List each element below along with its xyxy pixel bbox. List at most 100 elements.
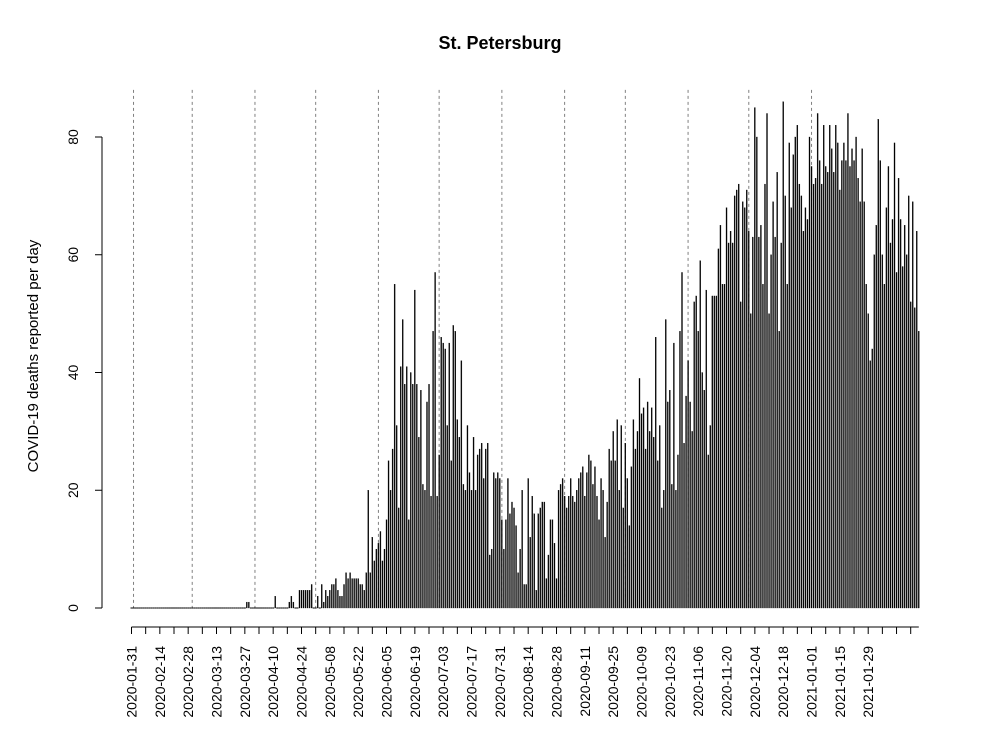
grid-lines [133, 89, 813, 608]
bar [786, 284, 788, 609]
bar [333, 584, 335, 609]
bar [792, 154, 794, 609]
bar [385, 519, 388, 609]
bar [523, 584, 525, 609]
bar [687, 360, 689, 609]
bar [335, 578, 337, 609]
bar [381, 560, 384, 609]
y-tick-label: 20 [65, 482, 81, 498]
bar [869, 360, 871, 609]
bar [438, 454, 440, 609]
bar [519, 548, 521, 609]
bar [659, 425, 661, 609]
y-tick-label: 80 [65, 129, 81, 145]
bar [857, 178, 859, 609]
bar [665, 319, 667, 609]
bar [644, 448, 647, 609]
bar [835, 125, 837, 609]
bar [351, 578, 353, 609]
x-tick-label: 2020-03-27 [237, 646, 253, 718]
bar [531, 495, 533, 609]
bar [503, 548, 505, 609]
bar [555, 578, 558, 609]
bar [881, 254, 884, 609]
bar [580, 472, 582, 609]
bar [345, 572, 347, 609]
bar [339, 596, 341, 609]
bar [432, 331, 434, 609]
bar [774, 236, 776, 609]
bar [614, 460, 616, 609]
bar [707, 454, 709, 609]
bar [442, 342, 444, 609]
bar [638, 378, 641, 609]
bar [818, 160, 821, 609]
bar [675, 490, 677, 609]
bar [430, 495, 432, 609]
bar [701, 372, 703, 609]
bar [831, 148, 833, 609]
bar [843, 142, 845, 609]
bar [563, 495, 566, 609]
bar [466, 425, 469, 609]
y-axis-label: COVID-19 deaths reported per day [25, 239, 42, 472]
bar [735, 189, 738, 609]
bar [636, 431, 639, 609]
bar [918, 331, 920, 609]
bar [794, 136, 796, 609]
bar [590, 460, 592, 609]
bar [308, 590, 311, 609]
bar [845, 160, 847, 609]
bar [788, 142, 790, 609]
bar [359, 584, 361, 609]
bar [588, 454, 590, 609]
bar [622, 507, 624, 609]
bar [472, 437, 475, 609]
bar [823, 125, 825, 609]
bar [847, 113, 849, 609]
x-tick-label: 2020-11-06 [690, 646, 706, 717]
x-tick-label: 2020-11-20 [719, 646, 735, 717]
bar [304, 590, 307, 609]
x-tick-label: 2020-08-14 [520, 646, 536, 718]
bar [547, 554, 550, 609]
x-tick-label: 2020-09-25 [605, 646, 621, 718]
bar [897, 178, 900, 609]
bar [899, 219, 902, 609]
bar [464, 490, 467, 609]
bar [543, 501, 546, 609]
bar [412, 384, 414, 609]
bar [711, 295, 714, 609]
bar [375, 548, 378, 609]
bar [499, 478, 501, 609]
bar [371, 537, 374, 609]
bar [855, 136, 857, 609]
bar [733, 195, 736, 609]
bar [762, 284, 764, 609]
bar [841, 160, 843, 609]
bar [400, 366, 402, 609]
bar [468, 472, 471, 609]
bar [489, 554, 491, 609]
bar [596, 495, 598, 609]
bar [559, 484, 562, 609]
bar [517, 572, 519, 609]
bar [776, 172, 778, 609]
bar [802, 231, 805, 609]
bar [248, 601, 250, 609]
bar [770, 254, 772, 609]
bar [327, 596, 329, 609]
bar [606, 501, 608, 609]
bar [537, 513, 539, 609]
bar [731, 242, 734, 609]
bar [839, 189, 841, 609]
bar [780, 242, 782, 609]
bar [760, 225, 762, 609]
bar [671, 484, 673, 609]
bar [367, 490, 369, 609]
x-tick-label: 2020-06-05 [379, 646, 395, 718]
bar [485, 448, 487, 609]
bar [634, 448, 637, 609]
y-tick-label: 60 [65, 247, 81, 263]
x-tick-label: 2020-06-19 [407, 646, 423, 718]
